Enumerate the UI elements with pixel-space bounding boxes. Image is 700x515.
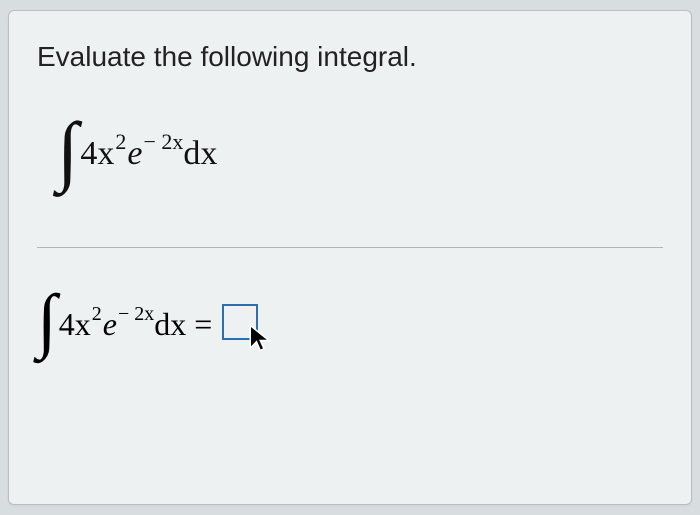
coeff: 4x xyxy=(80,137,114,171)
power-answer: 2 xyxy=(92,304,102,324)
dx: dx xyxy=(183,137,217,171)
answer-row: ∫ 4x 2 e − 2x dx = xyxy=(37,288,663,360)
e: e xyxy=(127,137,142,171)
integral-symbol: ∫ xyxy=(57,111,78,189)
exponent: − 2x xyxy=(143,131,183,153)
exponent-answer: − 2x xyxy=(118,304,154,324)
equals-sign: = xyxy=(194,306,212,343)
cursor-icon xyxy=(246,323,272,353)
integrand-expression-answer: 4x 2 e − 2x dx xyxy=(59,308,186,340)
coeff-answer: 4x xyxy=(59,308,91,340)
integral-symbol-answer: ∫ xyxy=(37,284,57,356)
power: 2 xyxy=(115,131,126,153)
dx-answer: dx xyxy=(154,308,186,340)
integral-display: ∫ 4x 2 e − 2x dx xyxy=(57,109,663,199)
e-answer: e xyxy=(103,308,117,340)
question-card: Evaluate the following integral. ∫ 4x 2 … xyxy=(8,10,692,505)
integrand-expression: 4x 2 e − 2x dx xyxy=(80,137,217,171)
prompt-text: Evaluate the following integral. xyxy=(37,41,663,73)
section-divider xyxy=(37,247,663,248)
